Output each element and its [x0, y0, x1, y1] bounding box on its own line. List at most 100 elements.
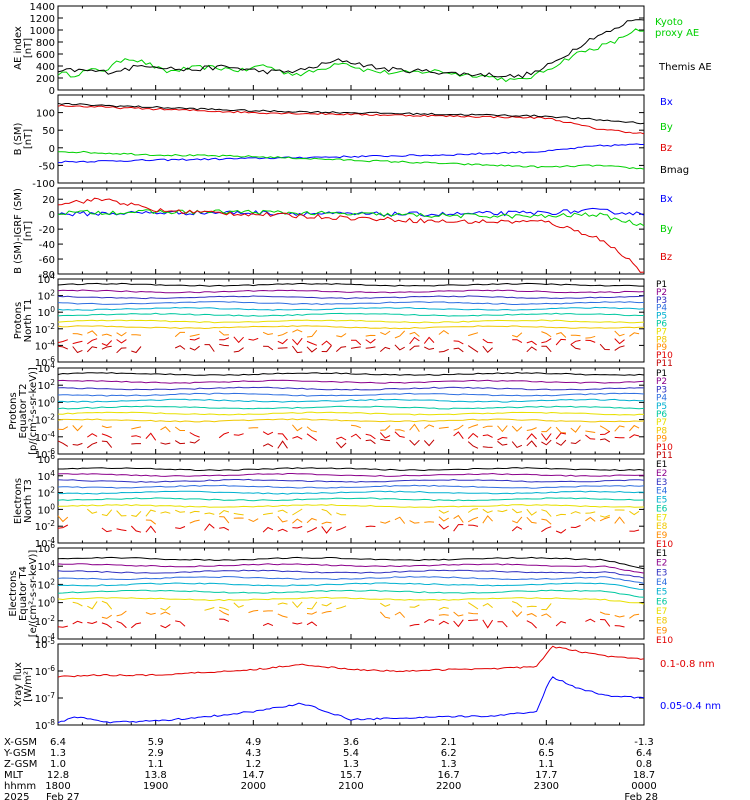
series-line-e9 — [526, 516, 537, 524]
series-line-p10 — [101, 340, 113, 347]
series-line-p10 — [145, 432, 157, 441]
series-line-p10 — [365, 433, 376, 440]
series-line-e9 — [394, 611, 406, 618]
series-line-e9 — [453, 611, 464, 617]
series-line-e9 — [614, 516, 625, 524]
y-axis-label: B (SM)-IGRF (SM) — [13, 188, 24, 274]
series-line-e8 — [306, 601, 318, 610]
legend-label: P3 — [656, 385, 667, 395]
series-line-p10 — [131, 435, 142, 438]
series-line-p10 — [218, 431, 230, 439]
legend-label: E2 — [656, 469, 667, 479]
panel-frame — [57, 643, 645, 726]
legend-label: P9 — [656, 435, 667, 445]
x-axis-tick-label: 5.4 — [343, 748, 359, 759]
y-tick-label: 10-2 — [35, 322, 55, 336]
x-axis-tick-label: 4.3 — [245, 748, 261, 759]
series-line-0-05-0-4-nm — [57, 676, 645, 724]
legend-label: E4 — [656, 487, 668, 497]
series-line-e10 — [57, 625, 68, 628]
series-line-e9 — [248, 609, 259, 614]
series-line-p9 — [512, 332, 523, 338]
series-line-e8 — [321, 602, 332, 607]
x-axis-tick-label: 1.1 — [148, 759, 164, 770]
x-axis-tick-label: 0000 — [631, 781, 656, 792]
y-axis-label: [e/(cm²-s-sr-keV)] — [28, 550, 39, 638]
series-line-e10 — [101, 527, 112, 533]
series-line-p6 — [57, 312, 644, 317]
series-line-e9 — [482, 515, 493, 524]
series-line-p11 — [86, 346, 98, 353]
series-line-p10 — [512, 339, 523, 344]
series-line-p11 — [87, 441, 98, 449]
y-axis-label: North T3 — [23, 479, 34, 523]
y-tick-label: 800 — [36, 38, 55, 49]
y-tick-label: 10-6 — [35, 664, 55, 678]
series-line-p9 — [57, 426, 69, 431]
series-line-e10 — [262, 622, 274, 627]
series-line-p9 — [570, 334, 581, 337]
series-line-p11 — [174, 440, 186, 445]
series-line-e3 — [57, 478, 645, 483]
series-line-p9 — [277, 331, 288, 337]
series-line-e8 — [512, 601, 523, 608]
legend-label: Kyoto — [655, 17, 683, 28]
series-line-p6 — [57, 405, 645, 410]
series-line-p11 — [394, 344, 405, 351]
legend-label: P1 — [656, 280, 667, 290]
series-line-p11 — [233, 347, 244, 353]
series-line-p10 — [233, 433, 244, 436]
series-line-p10 — [585, 434, 596, 440]
series-line-p9 — [218, 330, 229, 336]
x-axis-tick-label: 2100 — [338, 781, 363, 792]
series-line-e8 — [541, 509, 552, 517]
series-line-e10 — [438, 620, 449, 625]
panel-frame — [57, 187, 645, 275]
series-line-p10 — [189, 337, 200, 341]
x-axis-row-label: X-GSM — [4, 737, 37, 748]
series-line-p9 — [87, 330, 98, 336]
y-tick-label: 100 — [36, 109, 55, 120]
y-axis-label: Xray flux — [13, 662, 24, 707]
legend-label: E7 — [656, 607, 667, 617]
series-line-p10 — [277, 338, 288, 345]
series-line-p10 — [189, 432, 200, 438]
panel-7: 106 104 102 100 10-2 10-4 Electrons Equator T4[… — [8, 541, 673, 646]
x-axis-row-label: 2025 — [4, 792, 29, 800]
series-line-p10 — [614, 338, 625, 345]
panel-3: 20 0 -20 -40 -60 -80 B (SM)-IGRF (SM) [nT] Bx By B… — [13, 187, 673, 281]
y-tick-label: 1200 — [30, 14, 55, 25]
series-line-p9 — [116, 331, 127, 337]
series-line-e9 — [541, 613, 552, 618]
series-line-e10 — [526, 620, 537, 629]
legend-label: P8 — [656, 335, 667, 345]
y-tick-label: 10-4 — [35, 338, 55, 352]
x-axis-tick-label: Feb 27 — [46, 792, 80, 800]
x-axis-ephemeris: X-GSMY-GSMZ-GSMMLThhmm20256.41.31.012.81… — [3, 737, 658, 800]
panel-4: 104 102 100 10-2 10-4 10-6 Protons North T1 P1P2… — [13, 272, 673, 369]
legend-label: E8 — [656, 522, 668, 532]
series-line-p10 — [541, 433, 552, 441]
y-axis-label: Electrons — [13, 478, 24, 524]
x-axis-tick-label: 1.2 — [245, 759, 261, 770]
series-line-p10 — [233, 336, 244, 344]
series-line-p3 — [57, 295, 645, 300]
x-axis-tick-label: 2000 — [241, 781, 266, 792]
series-line-p11 — [277, 440, 288, 449]
y-tick-label: 10-7 — [35, 691, 55, 705]
series-line-p5 — [58, 398, 645, 403]
series-line-e10 — [614, 625, 625, 628]
x-axis-tick-label: 2.9 — [148, 748, 164, 759]
series-line-e8 — [233, 512, 244, 516]
y-tick-label: 104 — [37, 559, 55, 573]
series-line-e8 — [218, 509, 230, 515]
series-line-p10 — [350, 339, 362, 346]
panel-2: 100 50 0 -50 -100 B (SM) [nT] Bx By Bz Bmag — [13, 94, 689, 190]
series-line-p10 — [321, 340, 332, 346]
x-axis-tick-label: 2300 — [534, 781, 559, 792]
series-line-e10 — [145, 525, 157, 534]
series-line-p10 — [526, 340, 537, 346]
series-line-e8 — [321, 508, 332, 516]
series-line-e10 — [321, 526, 332, 534]
